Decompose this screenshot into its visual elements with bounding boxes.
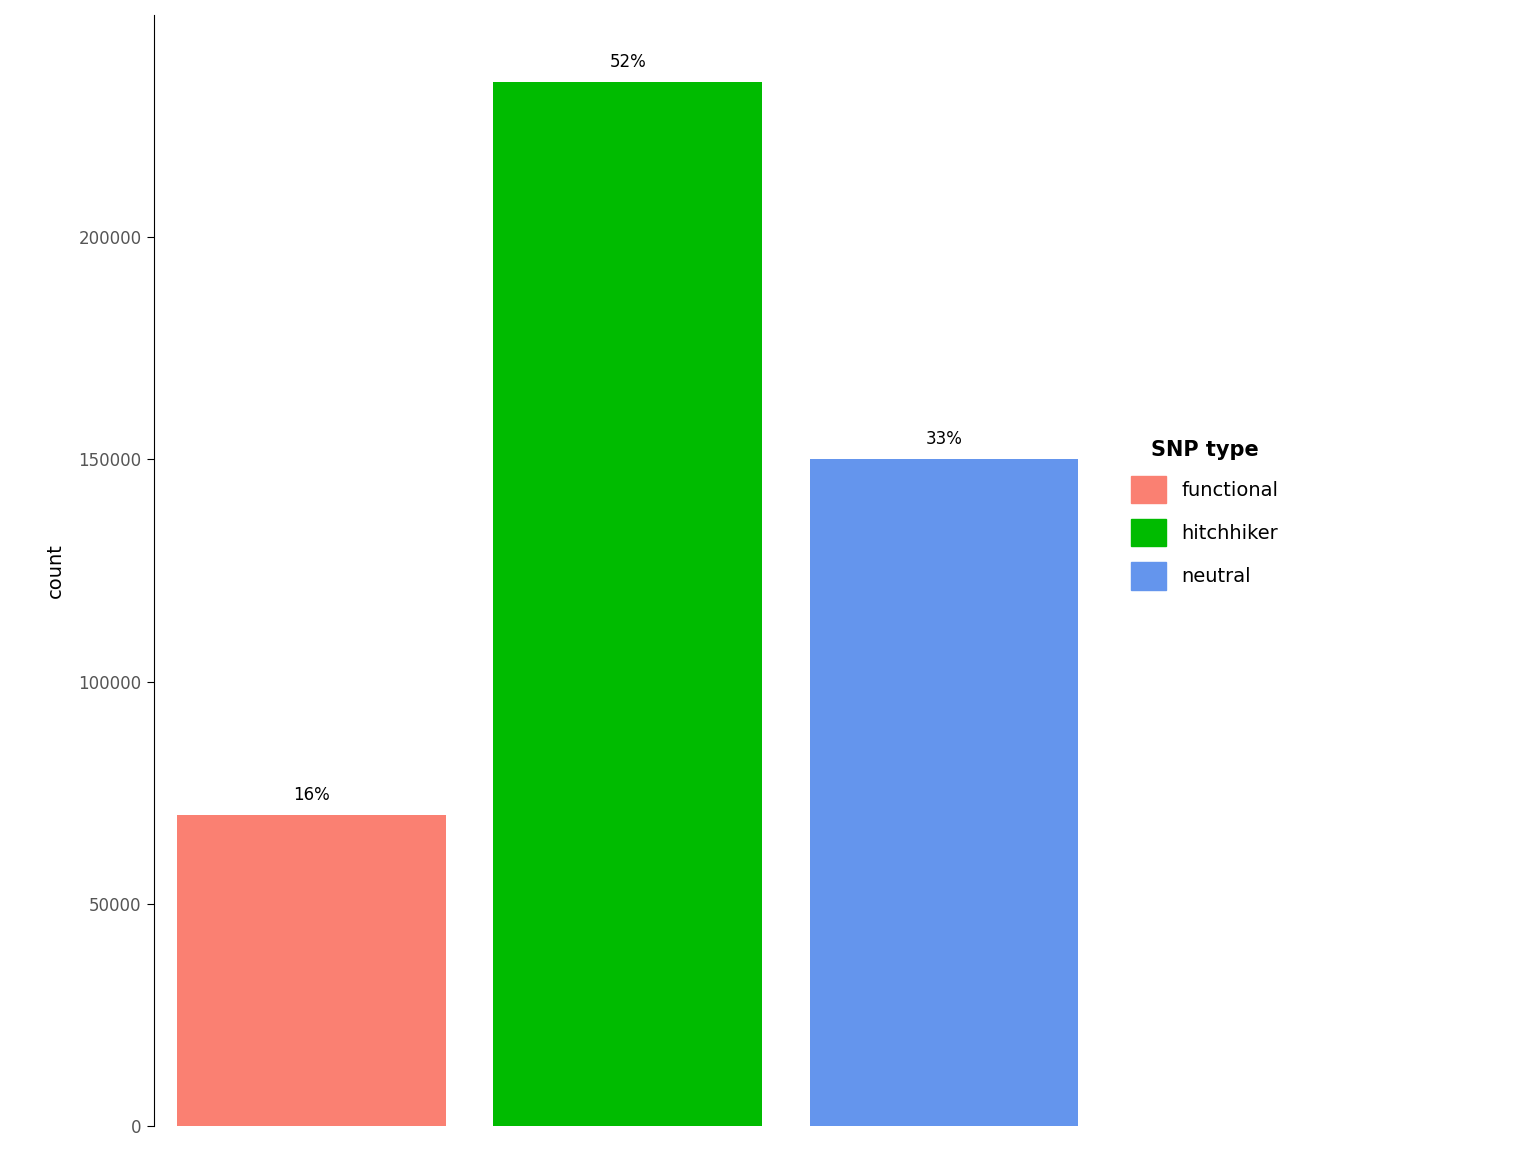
- Text: 16%: 16%: [293, 786, 330, 804]
- Y-axis label: count: count: [46, 543, 65, 598]
- Legend: functional, hitchhiker, neutral: functional, hitchhiker, neutral: [1121, 431, 1289, 599]
- Bar: [809, 460, 1078, 1126]
- Bar: [493, 82, 762, 1126]
- Bar: [177, 814, 445, 1126]
- Text: 33%: 33%: [926, 431, 963, 448]
- Text: 52%: 52%: [610, 53, 647, 70]
